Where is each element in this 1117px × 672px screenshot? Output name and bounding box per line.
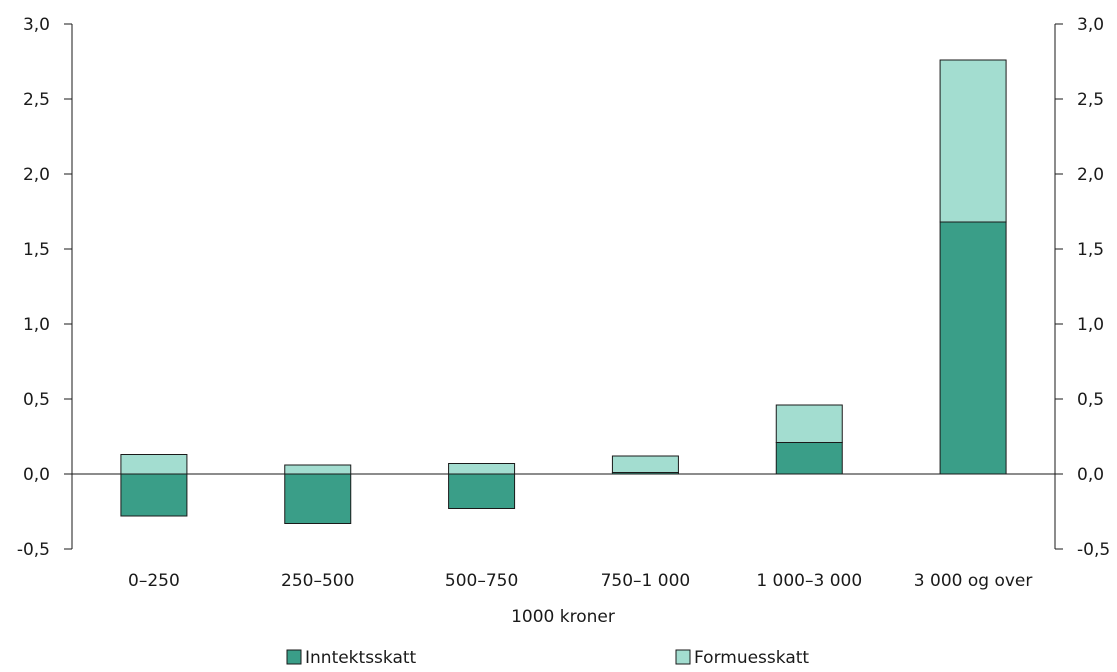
bar-formuesskatt bbox=[611, 455, 679, 473]
y-tick-label-right: -0,5 bbox=[1077, 540, 1110, 560]
y-tick-label-right: 2,0 bbox=[1077, 165, 1104, 185]
axes-layer bbox=[64, 23, 1063, 550]
bar-inntektsskatt bbox=[120, 473, 188, 517]
x-tick-label: 250–500 bbox=[281, 571, 354, 591]
bar-inntektsskatt bbox=[448, 473, 516, 509]
legend-swatch-formuesskatt bbox=[675, 649, 691, 665]
legend-label-inntektsskatt: Inntektsskatt bbox=[305, 648, 417, 667]
y-tick-label-right: 1,5 bbox=[1077, 240, 1104, 260]
y-tick-label-right: 3,0 bbox=[1077, 15, 1104, 35]
x-tick-label: 3 000 og over bbox=[914, 571, 1033, 591]
y-tick-label-left: 1,5 bbox=[23, 240, 50, 260]
bar-formuesskatt bbox=[775, 404, 843, 443]
bars-layer bbox=[72, 59, 1055, 524]
bar-formuesskatt bbox=[939, 59, 1007, 223]
y-tick-label-left: 3,0 bbox=[23, 15, 50, 35]
x-tick-label: 750–1 000 bbox=[601, 571, 691, 591]
y-tick-label-left: 0,5 bbox=[23, 390, 50, 410]
bar-inntektsskatt bbox=[284, 473, 352, 524]
bar-inntektsskatt bbox=[939, 221, 1007, 475]
y-tick-label-left: 2,0 bbox=[23, 165, 50, 185]
y-tick-label-right: 0,0 bbox=[1077, 465, 1104, 485]
y-tick-label-left: 0,0 bbox=[23, 465, 50, 485]
y-tick-label-left: -0,5 bbox=[17, 540, 50, 560]
bar-formuesskatt bbox=[448, 463, 516, 475]
bar-inntektsskatt bbox=[775, 442, 843, 475]
bar-formuesskatt bbox=[120, 454, 188, 475]
legend: Inntektsskatt Formuesskatt bbox=[286, 648, 809, 668]
x-axis-title: 1000 kroner bbox=[511, 607, 615, 627]
y-tick-label-right: 1,0 bbox=[1077, 315, 1104, 335]
legend-label-formuesskatt: Formuesskatt bbox=[694, 648, 809, 667]
y-tick-label-left: 1,0 bbox=[23, 315, 50, 335]
legend-swatch-inntektsskatt bbox=[286, 649, 302, 665]
labels-layer: -0,5 -0,5 0,0 0,0 0,5 0,5 1,0 1,0 1,5 1,5 2,0 2,0 2,… bbox=[17, 15, 1110, 627]
x-tick-label: 1 000–3 000 bbox=[756, 571, 862, 591]
bar-formuesskatt bbox=[284, 464, 352, 475]
y-tick-label-right: 0,5 bbox=[1077, 390, 1104, 410]
x-tick-label: 500–750 bbox=[445, 571, 518, 591]
y-tick-label-left: 2,5 bbox=[23, 90, 50, 110]
y-tick-label-right: 2,5 bbox=[1077, 90, 1104, 110]
x-tick-label: 0–250 bbox=[128, 571, 180, 591]
